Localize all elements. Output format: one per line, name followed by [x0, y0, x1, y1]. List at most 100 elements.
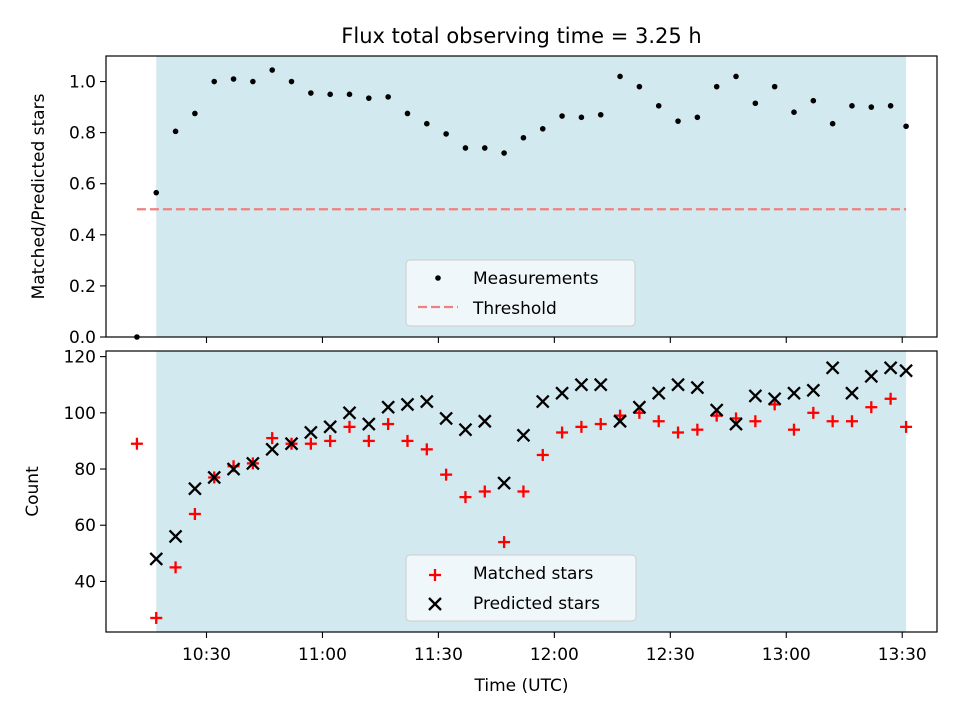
x-diag-2 [555, 386, 569, 400]
legend-matched-marker [429, 569, 441, 581]
matched-star-point [266, 432, 279, 445]
x-tick-label: 10:30 [182, 645, 231, 665]
bottom-legend: Matched stars Predicted stars [405, 554, 637, 622]
x-diag-2 [458, 422, 473, 437]
matched-star-point [884, 392, 897, 405]
top-legend: Measurements Threshold [405, 259, 636, 327]
top-ticks: 0.0 0.2 0.4 0.6 0.8 1.0 [69, 73, 903, 348]
measurement-point [501, 150, 507, 156]
top-axes-frame [105, 55, 938, 338]
matched-star-point [652, 415, 665, 428]
predicted-star-point [883, 361, 898, 375]
x-diag-2 [864, 369, 879, 384]
x-diag-2 [825, 361, 840, 375]
measurement-point [655, 103, 662, 109]
matched-star-point [382, 418, 395, 431]
legend-measurements-marker [435, 275, 441, 281]
matched-star-point [536, 448, 549, 461]
measurement-point [887, 103, 894, 109]
y-tick-label: 1.0 [69, 73, 96, 93]
x-diag-2 [593, 377, 608, 392]
predicted-star-point [439, 411, 453, 426]
matched-star-point [575, 420, 588, 433]
measurement-point [211, 78, 218, 85]
measurements-series [134, 67, 909, 340]
predicted-star-point [304, 425, 318, 440]
matched-star-point [150, 611, 163, 624]
bottom-legend-box [405, 554, 637, 622]
x-diag-2 [671, 377, 685, 392]
predicted-star-point [497, 476, 511, 490]
x-diag-2 [883, 361, 898, 375]
x-diag-2 [246, 456, 260, 471]
x-diag-2 [767, 391, 782, 406]
x-diag-2 [477, 414, 492, 429]
x-diag-2 [709, 403, 724, 417]
x-diag-2 [207, 470, 222, 485]
measurement-point [810, 97, 817, 104]
predicted-star-point [149, 552, 164, 566]
top-legend-box [405, 259, 636, 327]
predicted-star-point [825, 361, 840, 375]
bottom-y-axis-label: Count [23, 466, 43, 517]
legend-predicted-label: Predicted stars [473, 594, 600, 614]
measurement-point [192, 110, 198, 117]
y-tick-label: 0.0 [69, 328, 96, 348]
measurement-point [849, 103, 855, 109]
matched-star-point [845, 415, 858, 428]
x-diag-2 [168, 529, 183, 544]
predicted-star-point [284, 436, 299, 451]
predicted-star-point [709, 403, 724, 417]
predicted-star-point [246, 456, 260, 471]
matched-star-point [787, 423, 800, 436]
legend-measurements-label: Measurements [473, 269, 599, 289]
measurement-point [481, 145, 488, 151]
y-tick-label: 0.6 [69, 175, 96, 195]
x-diag-2 [362, 417, 376, 431]
measurement-point [733, 73, 739, 80]
measurement-point [346, 91, 353, 98]
x-diag-2 [439, 411, 453, 426]
predicted-star-point [748, 389, 763, 403]
measurement-point [675, 118, 681, 124]
measurement-point [366, 95, 372, 101]
matched-star-point [401, 434, 414, 447]
predicted-star-point [690, 380, 705, 395]
measurement-point [752, 100, 759, 107]
measurement-point [288, 78, 295, 85]
measurement-point [713, 83, 720, 90]
y-tick-label: 100 [64, 404, 96, 424]
predicted-star-point [419, 394, 434, 409]
x-diag-2 [690, 380, 705, 395]
measurement-point [597, 111, 604, 118]
x-diag-2 [899, 363, 913, 378]
predicted-star-point [400, 397, 415, 412]
measurement-point [791, 109, 797, 115]
x-diag-2 [651, 386, 666, 400]
predicted-star-point [864, 369, 879, 384]
measurement-point [520, 134, 527, 141]
predicted-star-point [651, 386, 666, 400]
matched-star-point [865, 401, 878, 414]
measurement-point [153, 189, 160, 196]
measurement-point [903, 123, 909, 130]
matched-star-point [826, 415, 839, 428]
predicted-star-point [613, 414, 627, 429]
matched-star-point [517, 485, 530, 498]
predicted-star-point [516, 428, 531, 443]
x-diag-2 [787, 386, 801, 400]
predicted-star-point [574, 377, 589, 392]
measurement-point [308, 90, 314, 96]
matched-star-point [130, 437, 143, 450]
measurement-point [250, 78, 256, 85]
measurement-point [327, 91, 333, 98]
x-tick-label: 12:30 [646, 645, 695, 665]
measurement-point [462, 145, 469, 151]
predicted-star-point [381, 400, 395, 415]
measurement-point [578, 114, 585, 121]
predicted-star-point [168, 529, 183, 544]
measurement-point [771, 83, 778, 90]
x-tick-label: 12:00 [530, 645, 579, 665]
x-diag-2 [149, 552, 164, 566]
measurement-point [539, 126, 546, 132]
